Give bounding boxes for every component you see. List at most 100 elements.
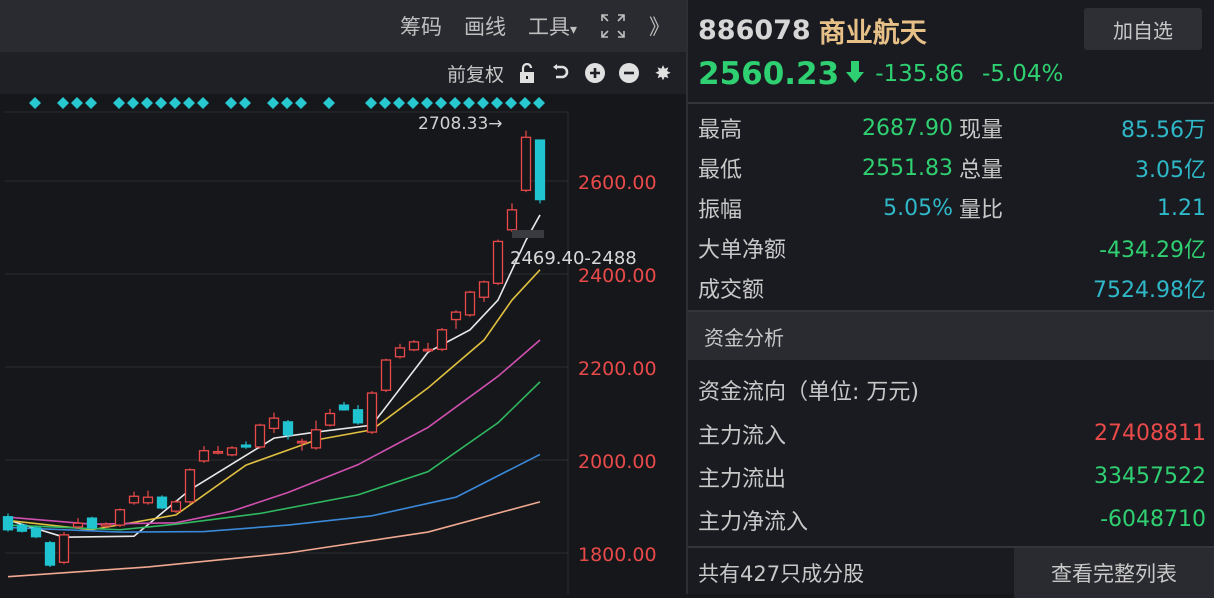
candle: [408, 340, 420, 352]
signal-marker: [197, 97, 209, 109]
candle-body: [100, 523, 112, 527]
stat-value: 2551.83: [862, 155, 953, 181]
candle-body: [142, 496, 154, 504]
candle-body: [170, 501, 182, 512]
candle-body: [30, 527, 42, 538]
chart-panel: 筹码 画线 工具▾ 》 前复权 ✸ 2600.00 2400.00 2200.00 2…: [0, 0, 686, 594]
chart-subtoolbar: 前复权 ✸: [0, 52, 686, 94]
candle: [422, 342, 434, 353]
candle: [380, 358, 392, 393]
signal-marker: [323, 97, 335, 109]
expand-icon[interactable]: [599, 12, 627, 40]
fund-flow-row: 主力流入 27408811: [698, 412, 1206, 455]
quote-header: 886078 商业航天 加自选 2560.23 -135.86 -5.04%: [688, 0, 1214, 104]
candle: [114, 508, 126, 527]
candle: [338, 401, 350, 411]
candle: [44, 540, 56, 567]
y-tick-label: 1800.00: [578, 544, 657, 566]
signal-marker: [71, 97, 83, 109]
candle: [324, 408, 336, 427]
candle: [310, 420, 322, 450]
adjust-mode-button[interactable]: 前复权: [446, 63, 504, 86]
candle-body: [156, 496, 168, 509]
zoom-in-icon[interactable]: [584, 62, 606, 84]
candle: [492, 239, 504, 286]
moving-average-line: [7, 501, 541, 578]
candle: [170, 499, 182, 514]
tools-dropdown[interactable]: 工具▾: [528, 11, 577, 41]
gear-icon[interactable]: ✸: [654, 61, 672, 85]
stat-row: 最低 2551.83 总量 3.05亿: [698, 148, 1206, 188]
candle-body: [240, 444, 252, 448]
candle-body: [394, 347, 406, 358]
signal-marker: [29, 97, 41, 109]
funds-section-header[interactable]: 资金分析: [688, 310, 1214, 360]
price-change-pct: -5.04%: [981, 61, 1064, 87]
candle-body: [338, 404, 350, 411]
stat-label: 最低: [698, 158, 743, 183]
candle-body: [44, 542, 56, 566]
stat-label: 最高: [698, 118, 743, 143]
candle-body: [520, 136, 532, 191]
candle-body: [254, 424, 266, 448]
candle-body: [296, 440, 308, 444]
signal-marker: [393, 97, 405, 109]
quote-panel: 886078 商业航天 加自选 2560.23 -135.86 -5.04% 最…: [686, 0, 1214, 598]
candle-body: [492, 240, 504, 284]
stat-row: 最高 2687.90 现量 85.56万: [698, 108, 1206, 148]
candle: [478, 280, 490, 302]
moving-average-line: [7, 381, 541, 531]
chevron-down-icon: ▾: [569, 22, 577, 38]
candle: [72, 518, 84, 529]
signal-marker: [295, 97, 307, 109]
collapse-panel-button[interactable]: 》: [649, 15, 670, 39]
signal-marker: [449, 97, 461, 109]
cursor-price-label: 2469.40-2488: [510, 248, 637, 269]
signal-marker: [519, 97, 531, 109]
candle: [254, 423, 266, 449]
candle-body: [184, 469, 196, 503]
candle-body: [212, 450, 224, 454]
flow-label: 主力流入: [698, 423, 787, 449]
moving-average-line: [7, 269, 541, 531]
candle: [534, 139, 546, 204]
price-change: -135.86: [875, 61, 964, 87]
y-tick-label: 2400.00: [578, 265, 657, 287]
candlestick-chart[interactable]: 2600.00 2400.00 2200.00 2000.00 1800.00 2708.…: [0, 94, 686, 594]
flow-value: -6048710: [1100, 507, 1206, 532]
stat-row: 振幅 5.05% 量比 1.21: [698, 188, 1206, 228]
candle: [128, 491, 140, 505]
moving-average-line: [7, 214, 541, 538]
undo-icon[interactable]: [550, 62, 572, 84]
candle: [296, 438, 308, 451]
candle-body: [268, 417, 280, 430]
candle: [184, 468, 196, 504]
flow-label: 主力净流入: [698, 509, 809, 535]
unlock-icon[interactable]: [516, 62, 538, 84]
candle: [16, 523, 28, 533]
candle-body: [198, 450, 210, 462]
candle: [506, 203, 518, 233]
signal-marker: [491, 97, 503, 109]
candle: [352, 405, 364, 425]
stat-value: 3.05亿: [1135, 158, 1206, 183]
draw-line-button[interactable]: 画线: [463, 15, 506, 39]
add-watchlist-button[interactable]: 加自选: [1084, 8, 1202, 50]
signal-marker: [407, 97, 419, 109]
view-full-list-button[interactable]: 查看完整列表: [1014, 548, 1214, 598]
signal-marker: [141, 97, 153, 109]
zoom-out-icon[interactable]: [618, 62, 640, 84]
chips-button[interactable]: 筹码: [399, 15, 442, 39]
candle-body: [352, 409, 364, 424]
constituents-footer: 共有427只成分股 查看完整列表: [688, 546, 1214, 598]
tools-label: 工具: [527, 15, 570, 39]
candle: [436, 327, 448, 352]
signal-marker: [225, 97, 237, 109]
signal-marker: [463, 97, 475, 109]
candle: [198, 446, 210, 463]
stat-row: 成交额 7524.98亿: [698, 268, 1206, 308]
fund-flow-row: 主力净流入 -6048710: [698, 498, 1206, 541]
candle: [450, 310, 462, 329]
candle-body: [310, 429, 322, 449]
big-order-label: 大单净额: [698, 238, 787, 263]
